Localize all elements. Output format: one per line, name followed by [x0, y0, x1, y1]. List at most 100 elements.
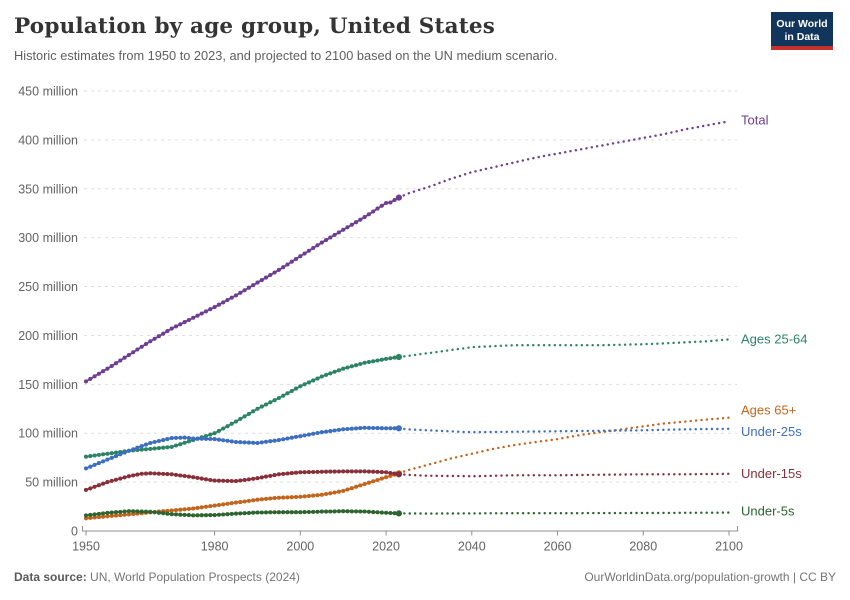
data-point [152, 336, 157, 341]
series-under-25s[interactable]: Under-25s [83, 424, 802, 471]
data-point [336, 230, 341, 235]
data-point [336, 427, 341, 432]
data-point [83, 516, 89, 521]
data-point [212, 305, 217, 310]
data-point [139, 509, 144, 514]
credit-link[interactable]: OurWorldinData.org/population-growth | C… [584, 570, 836, 584]
data-point [319, 240, 324, 245]
data-point [92, 453, 97, 458]
data-point [203, 309, 209, 314]
data-point [298, 510, 303, 515]
data-point [203, 504, 209, 509]
data-point [96, 461, 101, 466]
data-point [238, 478, 243, 483]
series-total[interactable]: Total [83, 112, 769, 384]
data-point [221, 438, 226, 443]
data-point [238, 416, 243, 421]
series-label-under-5s[interactable]: Under-5s [741, 504, 795, 519]
data-point [276, 472, 281, 477]
data-point [122, 450, 127, 455]
x-axis-tick-label: 2000 [286, 540, 314, 554]
data-point [345, 365, 350, 370]
data-point [268, 439, 273, 444]
series-label-under-25s[interactable]: Under-25s [741, 424, 802, 439]
data-point [268, 473, 273, 478]
series-under-15s[interactable]: Under-15s [83, 466, 802, 492]
data-point [349, 364, 354, 369]
data-point [225, 297, 230, 303]
owid-logo[interactable]: Our World in Data [771, 12, 833, 50]
data-point [191, 475, 196, 480]
data-point [302, 382, 307, 387]
data-point [268, 400, 273, 405]
data-point [263, 474, 269, 479]
data-point [178, 473, 183, 478]
data-point [246, 510, 251, 516]
data-point [221, 512, 226, 517]
data-point [88, 515, 93, 520]
data-point [122, 355, 127, 360]
data-point [109, 363, 114, 369]
data-point [311, 378, 316, 383]
series-ages-25-64[interactable]: Ages 25-64 [83, 331, 808, 459]
data-point [302, 510, 307, 515]
data-point [131, 473, 136, 478]
data-point [349, 509, 354, 514]
data-point [143, 509, 149, 514]
projection-line-total [397, 120, 731, 199]
data-point [126, 512, 131, 517]
data-point [251, 440, 256, 445]
data-point [135, 445, 140, 450]
data-point [221, 502, 226, 507]
data-point [169, 436, 174, 441]
series-label-ages-65-[interactable]: Ages 65+ [741, 403, 796, 418]
data-point [195, 475, 200, 480]
data-point [315, 430, 320, 436]
data-point [345, 469, 350, 474]
data-point [143, 447, 149, 452]
data-point [281, 471, 286, 476]
data-point [349, 426, 354, 431]
data-point [195, 436, 200, 441]
data-point [319, 509, 324, 514]
data-point [341, 227, 346, 232]
data-point [139, 447, 144, 452]
data-point [182, 440, 187, 445]
data-point [113, 361, 119, 366]
data-point [178, 435, 183, 440]
data-point [336, 489, 341, 494]
data-point [105, 457, 110, 462]
data-point [384, 470, 389, 475]
data-point [113, 454, 119, 459]
data-point [285, 495, 290, 500]
data-point [285, 510, 290, 515]
data-point [96, 511, 101, 516]
y-axis-tick-label: 250 million [18, 280, 78, 294]
data-point [388, 426, 393, 431]
series-ages-65-[interactable]: Ages 65+ [83, 403, 796, 521]
series-label-under-15s[interactable]: Under-15s [741, 466, 802, 481]
data-point [105, 510, 110, 515]
data-point [285, 436, 290, 441]
y-axis-tick-label: 50 million [25, 476, 78, 490]
data-point [156, 471, 161, 476]
data-point [191, 513, 196, 518]
data-point [354, 220, 359, 225]
data-point [255, 510, 260, 515]
data-point [139, 444, 144, 449]
series-label-total[interactable]: Total [741, 112, 769, 127]
data-point [285, 471, 290, 476]
y-axis-tick-label: 100 million [18, 427, 78, 441]
x-axis-tick-label: 2060 [544, 540, 572, 554]
data-point [126, 352, 131, 358]
series-under-5s[interactable]: Under-5s [83, 504, 795, 519]
data-point [251, 476, 256, 481]
data-point [319, 374, 324, 379]
data-point [169, 326, 174, 331]
data-point [366, 480, 371, 485]
data-source-line[interactable]: Data source: UN, World Population Prospe… [14, 570, 300, 584]
data-point [285, 262, 290, 267]
series-label-ages-25-64[interactable]: Ages 25-64 [741, 331, 808, 346]
x-axis-tick-label: 1980 [201, 540, 229, 554]
